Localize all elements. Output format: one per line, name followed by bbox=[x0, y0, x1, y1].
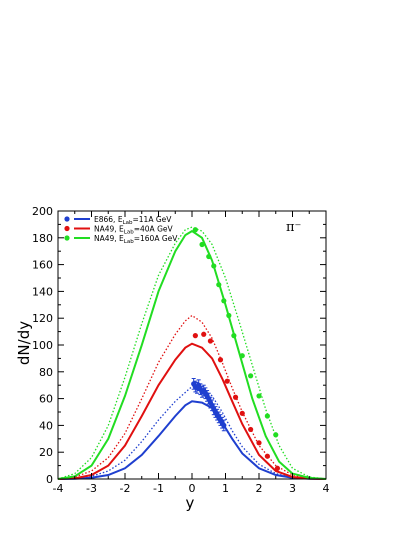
data-point bbox=[248, 426, 254, 433]
x-tick-label: 0 bbox=[189, 482, 196, 495]
y-tick-label: 100 bbox=[32, 339, 53, 352]
data-point bbox=[264, 413, 270, 419]
legend-marker bbox=[64, 216, 70, 222]
model-dotted-line bbox=[57, 226, 327, 480]
x-tick-label: -3 bbox=[86, 482, 97, 495]
model-solid-line bbox=[57, 400, 327, 480]
data-point bbox=[256, 393, 262, 399]
data-point bbox=[192, 227, 198, 233]
legend-label: NA49, ELab=160A GeV bbox=[94, 234, 178, 245]
legend-entry: NA49, ELab=40A GeV bbox=[64, 225, 174, 236]
x-tick-label: 2 bbox=[256, 482, 263, 495]
x-tick-label: -4 bbox=[53, 482, 64, 495]
y-tick-label: 80 bbox=[39, 366, 53, 379]
data-point bbox=[206, 253, 212, 260]
data-point bbox=[256, 440, 262, 446]
y-tick-label: 160 bbox=[32, 259, 53, 272]
legend-label: E866, ELab=11A GeV bbox=[94, 215, 172, 226]
y-tick-label: 20 bbox=[39, 446, 53, 459]
plot-content bbox=[57, 226, 327, 480]
y-tick-label: 40 bbox=[39, 419, 53, 432]
data-point bbox=[231, 333, 237, 339]
y-tick-label: 0 bbox=[46, 473, 53, 486]
x-tick-label: -2 bbox=[120, 482, 131, 495]
data-point bbox=[201, 331, 207, 337]
y-tick-label: 200 bbox=[32, 205, 53, 218]
x-tick-label: -1 bbox=[153, 482, 164, 495]
data-point bbox=[226, 312, 232, 319]
x-tick-label: 3 bbox=[289, 482, 296, 495]
model-solid-line bbox=[57, 229, 327, 480]
data-point bbox=[248, 373, 254, 379]
data-point bbox=[239, 353, 245, 359]
data-point bbox=[273, 432, 279, 438]
x-tick-label: 1 bbox=[222, 482, 229, 495]
plot-frame bbox=[57, 210, 327, 480]
data-point bbox=[221, 422, 227, 428]
x-tick-label: 4 bbox=[323, 482, 330, 495]
particle-label: π⁻ bbox=[286, 220, 301, 235]
y-axis-title: dN/dy bbox=[15, 321, 33, 365]
data-point bbox=[207, 338, 214, 344]
y-tick-label: 120 bbox=[32, 312, 53, 325]
legend-marker bbox=[64, 225, 70, 232]
legend-entry: NA49, ELab=160A GeV bbox=[64, 234, 178, 245]
data-point bbox=[216, 282, 222, 288]
legend-label: NA49, ELab=40A GeV bbox=[94, 225, 174, 236]
legend-marker bbox=[64, 235, 70, 241]
series-NA49-160A bbox=[57, 226, 327, 480]
data-point bbox=[274, 465, 281, 471]
series-NA49-40A bbox=[57, 314, 327, 480]
data-point bbox=[217, 357, 224, 363]
data-point bbox=[221, 298, 227, 304]
model-dotted-line bbox=[57, 314, 327, 480]
data-point bbox=[211, 263, 217, 269]
series-E866-11A bbox=[57, 378, 327, 480]
y-tick-label: 180 bbox=[32, 232, 53, 245]
legend-entry: E866, ELab=11A GeV bbox=[64, 215, 172, 226]
data-point bbox=[239, 410, 245, 416]
data-point bbox=[232, 394, 239, 400]
y-tick-label: 140 bbox=[32, 285, 53, 298]
data-point bbox=[199, 241, 205, 248]
y-tick-label: 60 bbox=[39, 393, 53, 406]
model-solid-line bbox=[57, 342, 327, 480]
data-point bbox=[192, 333, 198, 339]
data-point bbox=[224, 378, 230, 384]
x-axis-title: y bbox=[186, 494, 195, 512]
data-point bbox=[264, 453, 270, 459]
